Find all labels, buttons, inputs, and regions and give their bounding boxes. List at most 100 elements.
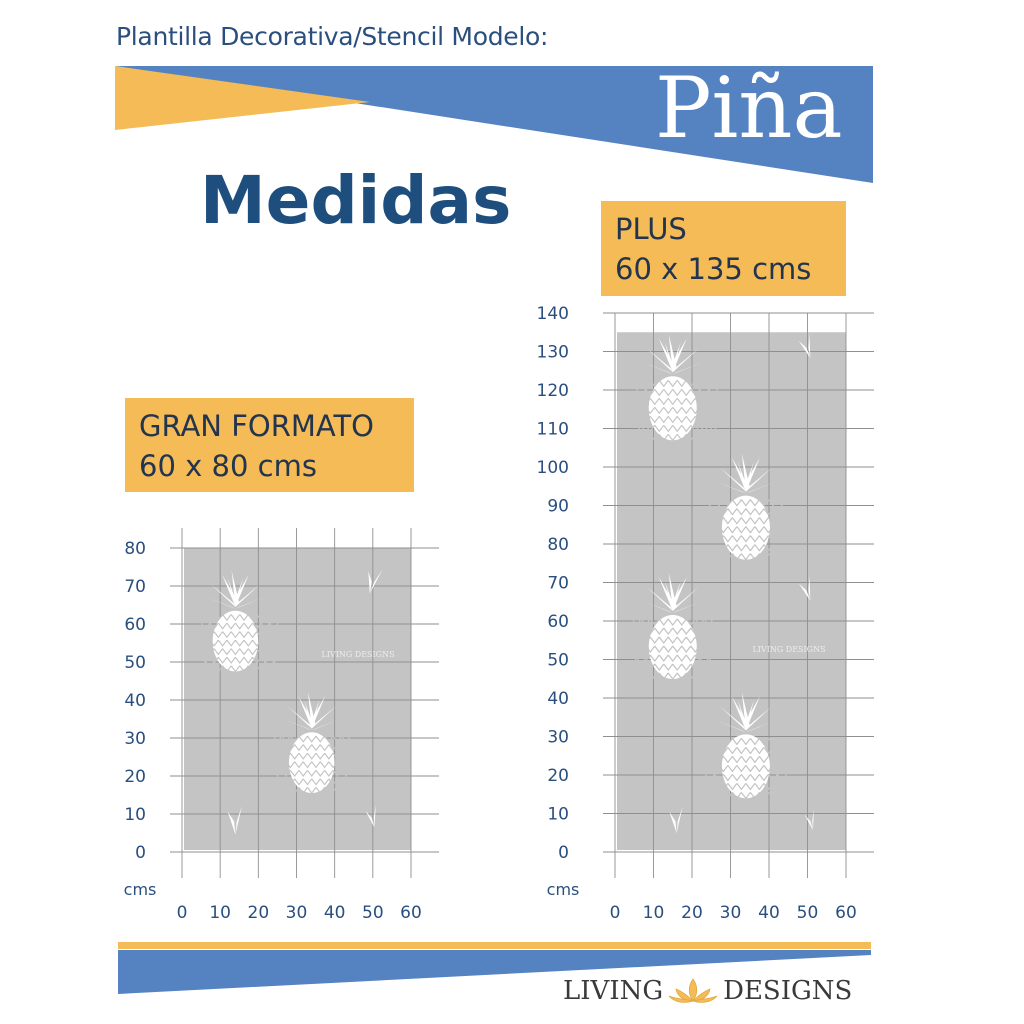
pineapple-leaf <box>664 581 673 611</box>
y-tick-label: 70 <box>547 574 569 594</box>
pineapple-icon <box>196 570 279 673</box>
brand-right: DESIGNS <box>723 976 853 1006</box>
y-tick-label: 30 <box>547 728 569 748</box>
leaf-blade <box>808 576 811 601</box>
format-name: GRAN FORMATO <box>139 409 375 443</box>
x-tick-label: 60 <box>835 903 857 923</box>
pineapple-leaf <box>745 720 776 733</box>
y-tick-label: 120 <box>537 381 569 401</box>
unit-label: cms <box>547 880 580 899</box>
pineapple-leaf <box>672 362 703 375</box>
pineapple-leaf <box>672 587 699 611</box>
pineapple-scale-row <box>636 424 719 433</box>
watermark-text: LIVING DESIGNS <box>752 645 825 654</box>
leaf-blade <box>373 805 376 828</box>
pineapple-scale-row <box>631 672 714 680</box>
format-name: PLUS <box>615 212 687 246</box>
pineapple-leaf <box>664 342 673 373</box>
subtitle: Plantilla Decorativa/Stencil Modelo: <box>116 22 549 51</box>
pineapple-icon <box>704 692 792 800</box>
pineapple-leaf <box>745 461 754 492</box>
pineapple-scale-row <box>196 648 275 656</box>
pineapple-leaf <box>745 467 772 492</box>
pineapple-icon <box>631 334 719 442</box>
pineapple-scale-row <box>631 415 714 424</box>
x-tick-label: 50 <box>362 903 384 923</box>
x-tick-label: 30 <box>720 903 742 923</box>
y-tick-label: 20 <box>547 766 569 786</box>
pineapple-scale-row <box>631 433 714 442</box>
pineapple-leaf <box>745 481 776 494</box>
pineapple-leaf <box>737 700 746 731</box>
pineapple-scale-row <box>704 535 787 543</box>
y-tick-label: 30 <box>124 729 146 749</box>
y-tick-label: 140 <box>537 304 569 324</box>
pineapple-scale-row <box>196 631 275 639</box>
pineapple-scale-row <box>636 627 719 635</box>
pineapple-scale-row <box>709 782 792 791</box>
pineapple-leaf <box>642 362 673 375</box>
pineapple-scale-row <box>631 379 714 388</box>
pineapple-scale-row <box>631 636 714 644</box>
pineapple-scale-row <box>631 397 714 406</box>
leaf-icon <box>798 576 811 601</box>
pineapple-leaf <box>672 581 681 611</box>
pineapple-leaf <box>745 706 772 731</box>
x-tick-label: 50 <box>797 903 819 923</box>
pineapple-scale-row <box>272 735 351 743</box>
y-tick-label: 60 <box>124 615 146 635</box>
y-tick-label: 80 <box>547 535 569 555</box>
pineapple-leaf <box>745 700 754 731</box>
pineapple-scale-row <box>196 614 275 622</box>
pineapple-scale-row <box>631 654 714 662</box>
pineapple-scale-row <box>709 764 792 773</box>
leaf-blade <box>808 333 811 359</box>
pineapple-scale-row <box>636 388 719 397</box>
pineapple-scale-row <box>704 517 787 525</box>
pineapple-scale-row <box>196 665 275 673</box>
brand-logo: LIVING DESIGNS <box>563 976 852 1006</box>
pineapple-leaf <box>737 461 746 492</box>
pineapple-scale-row <box>631 618 714 626</box>
pineapple-scale-row <box>636 645 719 653</box>
y-tick-label: 80 <box>124 539 146 559</box>
pineapple-scale-row <box>272 752 351 760</box>
pineapple-scale-row <box>200 656 279 664</box>
format-label-plus: PLUS 60 x 135 cms <box>601 201 846 296</box>
x-tick-label: 10 <box>643 903 665 923</box>
y-tick-label: 130 <box>537 343 569 363</box>
x-tick-label: 0 <box>610 903 621 923</box>
pineapple-leaf <box>672 601 703 613</box>
leaf-blade <box>368 571 372 594</box>
pineapple-scale-row <box>709 526 792 534</box>
x-tick-label: 20 <box>248 903 270 923</box>
footer-blue-stripe <box>118 950 871 994</box>
x-tick-label: 10 <box>209 903 231 923</box>
pineapple-scale-row <box>277 761 355 769</box>
y-tick-label: 0 <box>135 843 146 863</box>
y-tick-label: 50 <box>124 653 146 673</box>
pineapple-scale-row <box>704 499 787 507</box>
leaf-blade <box>669 811 677 834</box>
pineapple-scale-row <box>704 737 787 746</box>
pineapple-leaf <box>715 720 746 733</box>
page-heading: Medidas <box>200 162 512 239</box>
x-tick-label: 40 <box>324 903 346 923</box>
pineapple-leaf <box>715 481 746 494</box>
brand-left: LIVING <box>563 976 664 1006</box>
pineapple-icon <box>704 453 792 561</box>
pineapple-scale-row <box>704 773 787 782</box>
pineapple-scale-row <box>636 663 719 671</box>
unit-label: cms <box>124 880 157 899</box>
pineapple-scale-row <box>704 755 787 764</box>
pineapple-leaf <box>719 706 746 731</box>
leaf-icon <box>798 333 811 359</box>
x-tick-label: 20 <box>681 903 703 923</box>
x-tick-label: 60 <box>400 903 422 923</box>
y-tick-label: 10 <box>124 805 146 825</box>
pineapple-body <box>721 495 770 560</box>
pineapple-leaf <box>719 467 746 492</box>
